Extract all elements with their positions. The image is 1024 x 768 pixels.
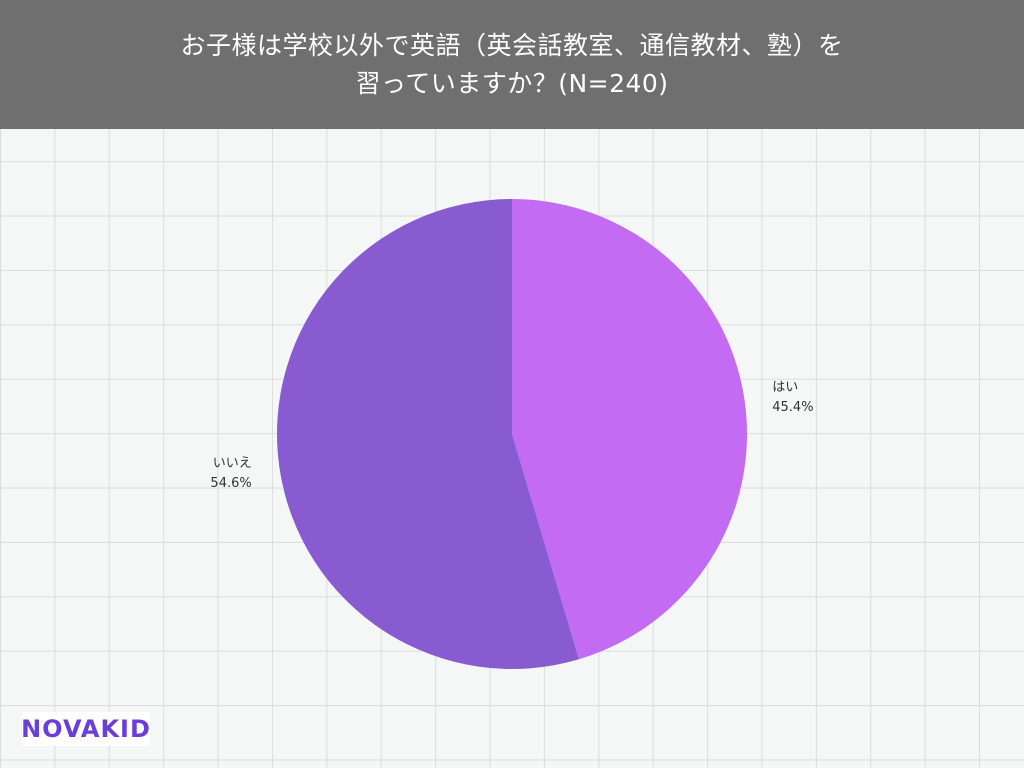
pie-slices — [277, 199, 747, 669]
chart-header: お子様は学校以外で英語（英会話教室、通信教材、塾）を 習っていますか？(N=24… — [0, 0, 1024, 129]
slice-category-label: いいえ — [213, 456, 252, 471]
slice-value-label: 45.4% — [772, 400, 813, 415]
chart-title-line-2: 習っていますか？(N=240) — [355, 68, 669, 98]
pie-slice-no — [277, 199, 579, 669]
chart-title-line-1: お子様は学校以外で英語（英会話教室、通信教材、塾）を — [180, 30, 844, 60]
slice-category-label: はい — [772, 380, 798, 395]
pie-labels: はい 45.4% いいえ 54.6% — [210, 380, 813, 491]
slice-value-label: 54.6% — [210, 476, 251, 491]
logo-text: NOVAKID — [21, 715, 151, 743]
pie-slice-yes — [512, 199, 747, 660]
novakid-logo: NOVAKID — [21, 712, 151, 746]
